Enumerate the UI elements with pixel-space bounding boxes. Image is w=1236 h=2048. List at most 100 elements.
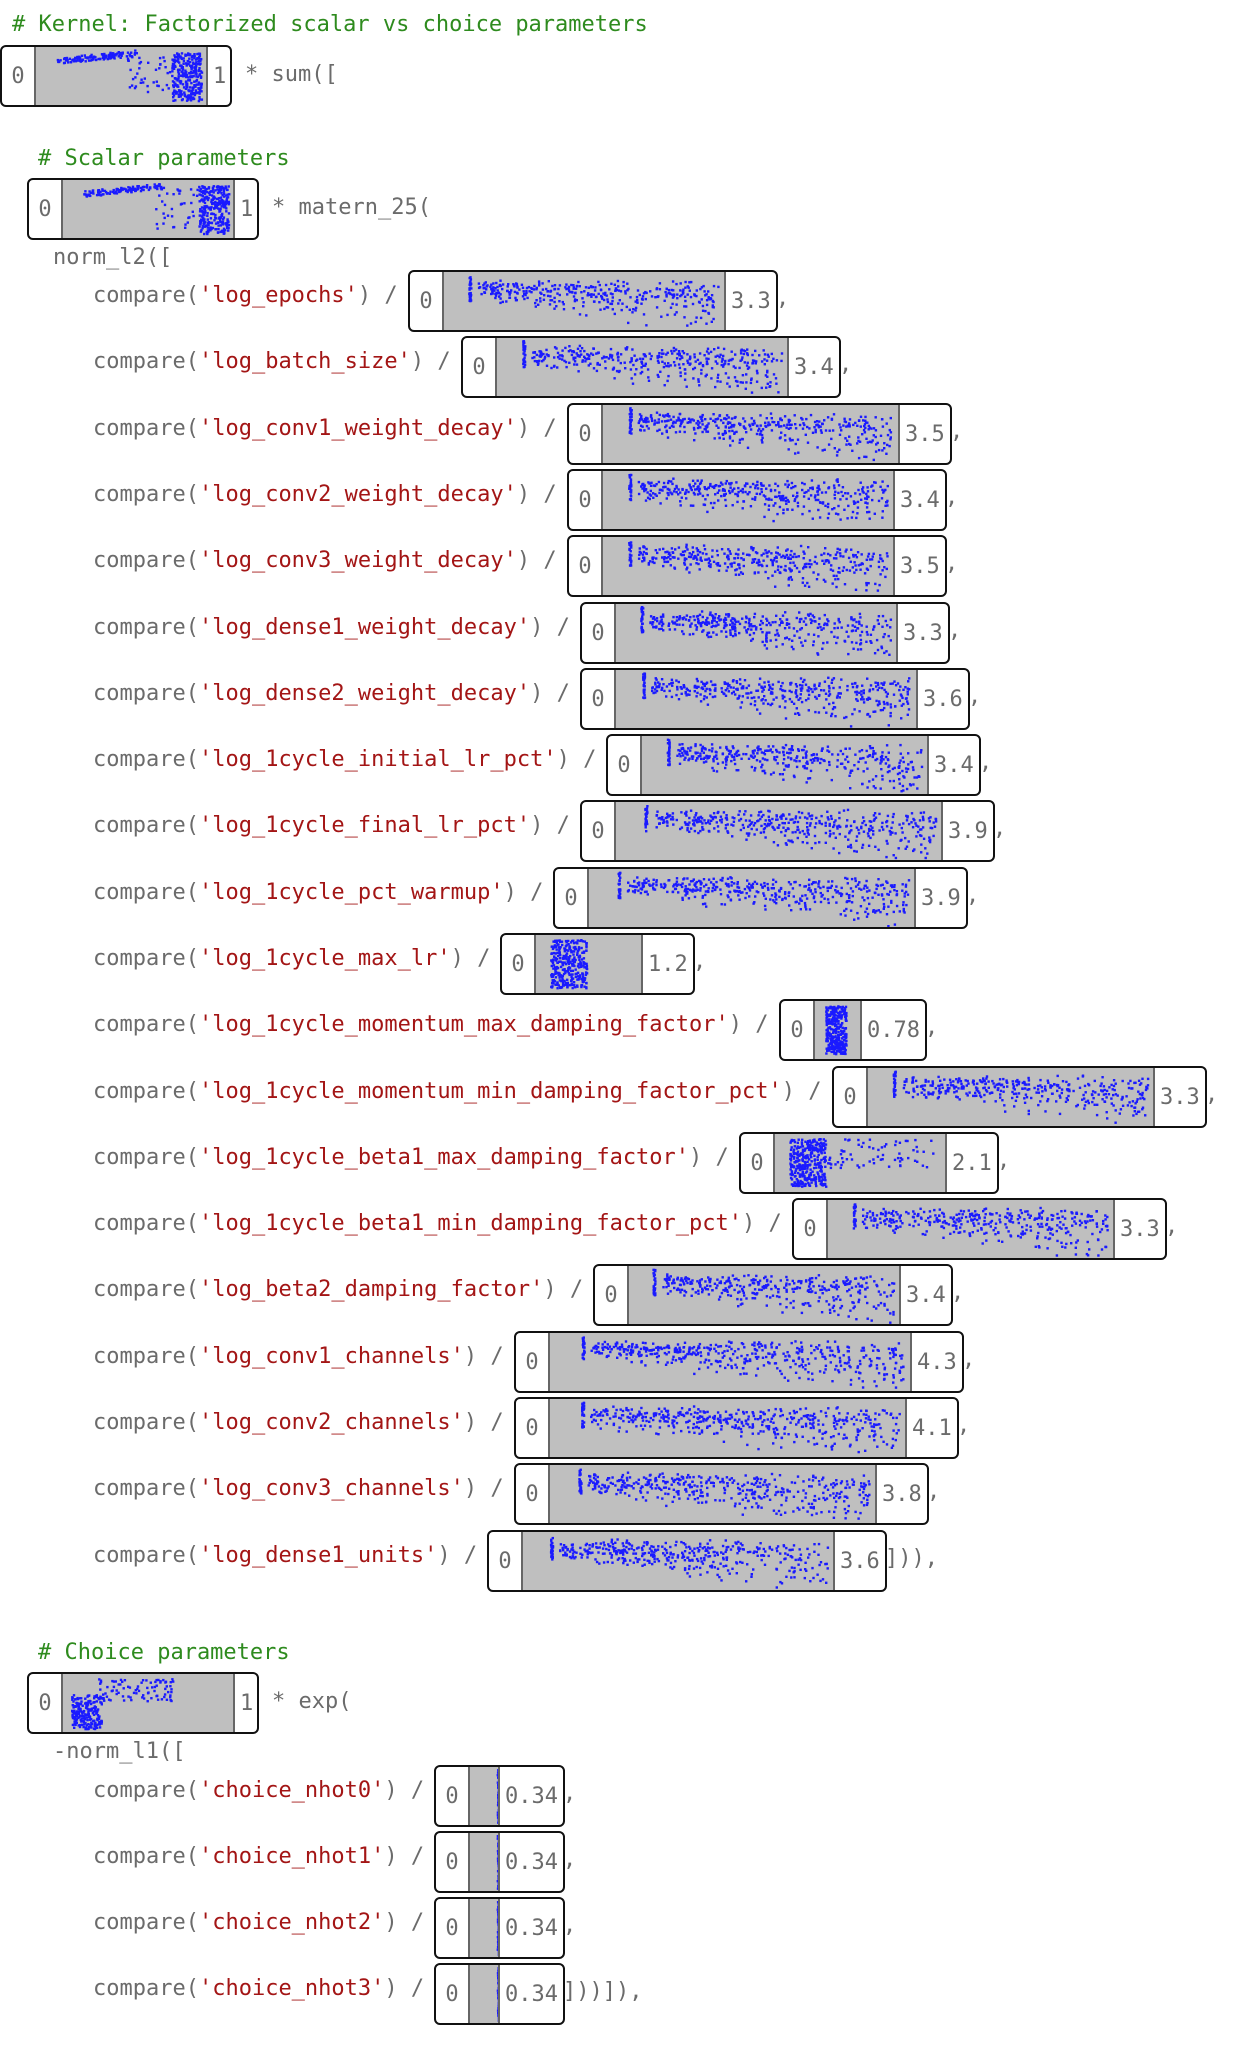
- compare-keyword: compare(: [93, 482, 199, 507]
- divide-operator: ) /: [450, 946, 491, 971]
- scatter-dots: [892, 1070, 1150, 1124]
- scalar-compare-call: compare('log_epochs') /: [93, 281, 398, 311]
- scalar-compare-call: compare('log_dense1_weight_decay') /: [93, 613, 570, 643]
- widget-min: 0: [29, 1674, 63, 1732]
- parameter-weight-widget[interactable]: 0 4.3: [514, 1331, 964, 1393]
- choice-weight-widget[interactable]: 0 1: [27, 1672, 259, 1734]
- parameter-weight-widget[interactable]: 0 3.9: [553, 867, 968, 929]
- parameter-weight-widget[interactable]: 0 3.6: [580, 668, 970, 730]
- weight-scatter-plot: [815, 1001, 860, 1059]
- weight-scatter-plot: [444, 272, 724, 330]
- scatter-dots: [496, 1967, 498, 2022]
- choice-comment: # Choice parameters: [38, 1640, 290, 1665]
- row-terminator: ,: [968, 684, 982, 709]
- row-terminator: ,: [563, 1913, 577, 1938]
- widget-max: 1: [233, 180, 257, 238]
- row-terminator: ,: [957, 1413, 971, 1438]
- widget-min: 0: [29, 180, 63, 238]
- compare-keyword: compare(: [93, 1344, 199, 1369]
- scatter-dots: [628, 473, 889, 523]
- row-terminator: ,: [997, 1148, 1011, 1173]
- widget-max: 3.4: [787, 338, 839, 396]
- compare-keyword: compare(: [93, 1410, 199, 1435]
- parameter-weight-widget[interactable]: 0 3.4: [606, 734, 981, 796]
- compare-keyword: compare(: [93, 1211, 199, 1236]
- scalar-compare-call: compare('log_conv1_weight_decay') /: [93, 414, 557, 444]
- parameter-weight-widget[interactable]: 0 1.2: [500, 933, 695, 995]
- weight-scatter-plot: [868, 1068, 1153, 1126]
- parameter-weight-widget[interactable]: 0 3.4: [567, 469, 947, 531]
- widget-min: 0: [436, 1767, 470, 1825]
- parameter-weight-widget[interactable]: 0 3.3: [792, 1198, 1167, 1260]
- widget-max: 3.5: [893, 537, 945, 595]
- parameter-weight-widget[interactable]: 0 0.34: [434, 1897, 565, 1959]
- parameter-name: 'log_conv3_channels': [198, 1476, 464, 1501]
- parameter-weight-widget[interactable]: 0 3.4: [461, 336, 841, 398]
- row-terminator: ])),: [885, 1546, 938, 1571]
- scalar-compare-call: compare('log_dense1_units') /: [93, 1541, 477, 1571]
- parameter-name: 'choice_nhot0': [198, 1778, 385, 1803]
- parameter-name: 'log_epochs': [198, 283, 358, 308]
- parameter-name: 'log_conv3_weight_decay': [198, 548, 517, 573]
- parameter-weight-widget[interactable]: 0 3.3: [408, 270, 778, 332]
- widget-max: 0.78: [860, 1001, 925, 1059]
- widget-min: 0: [608, 736, 642, 794]
- compare-keyword: compare(: [93, 548, 199, 573]
- scalar-compare-call: compare('log_1cycle_momentum_min_damping…: [93, 1077, 822, 1107]
- scalar-compare-call: compare('log_conv3_channels') /: [93, 1474, 504, 1504]
- parameter-weight-widget[interactable]: 0 3.5: [567, 403, 952, 465]
- parameter-weight-widget[interactable]: 0 0.78: [779, 999, 927, 1061]
- weight-scatter-plot: [36, 47, 206, 105]
- widget-min: 0: [781, 1001, 815, 1059]
- compare-keyword: compare(: [93, 283, 199, 308]
- widget-max: 3.3: [896, 604, 948, 662]
- widget-min: 0: [834, 1068, 868, 1126]
- outer-weight-widget[interactable]: 0 1: [0, 45, 232, 107]
- compare-keyword: compare(: [93, 1277, 199, 1302]
- weight-scatter-plot: [616, 670, 916, 728]
- widget-min: 0: [516, 1465, 550, 1523]
- parameter-weight-widget[interactable]: 0 2.1: [739, 1132, 999, 1194]
- row-terminator: ,: [950, 419, 964, 444]
- compare-keyword: compare(: [93, 813, 199, 838]
- parameter-weight-widget[interactable]: 0 3.3: [832, 1066, 1207, 1128]
- parameter-weight-widget[interactable]: 0 3.5: [567, 535, 947, 597]
- row-terminator: ,: [993, 816, 1007, 841]
- row-terminator: ,: [693, 949, 707, 974]
- matern-call: * matern_25(: [272, 195, 431, 220]
- parameter-weight-widget[interactable]: 0 0.34: [434, 1831, 565, 1893]
- scatter-dots: [628, 541, 889, 592]
- widget-max: 3.8: [875, 1465, 927, 1523]
- parameter-weight-widget[interactable]: 0 3.6: [487, 1530, 887, 1592]
- scatter-dots: [522, 340, 784, 394]
- parameter-weight-widget[interactable]: 0 4.1: [514, 1397, 959, 1459]
- compare-keyword: compare(: [93, 946, 199, 971]
- parameter-weight-widget[interactable]: 0 3.3: [580, 602, 950, 664]
- scatter-dots: [644, 805, 938, 860]
- widget-max: 3.6: [833, 1532, 885, 1590]
- divide-operator: ) /: [781, 1079, 822, 1104]
- widget-max: 1: [233, 1674, 257, 1732]
- scatter-dots: [581, 1336, 905, 1389]
- parameter-name: 'log_conv1_channels': [198, 1344, 464, 1369]
- parameter-weight-widget[interactable]: 0 0.34: [434, 1765, 565, 1827]
- parameter-weight-widget[interactable]: 0 3.4: [593, 1264, 953, 1326]
- widget-max: 3.9: [914, 869, 966, 927]
- compare-keyword: compare(: [93, 416, 199, 441]
- scalar-compare-call: compare('log_beta2_damping_factor') /: [93, 1275, 583, 1305]
- scatter-dots: [581, 1401, 901, 1454]
- parameter-name: 'log_conv2_weight_decay': [198, 482, 517, 507]
- scalar-weight-widget[interactable]: 0 1: [27, 178, 259, 240]
- scatter-dots: [496, 1769, 498, 1824]
- parameter-weight-widget[interactable]: 0 3.9: [580, 800, 995, 862]
- parameter-weight-widget[interactable]: 0 0.34: [434, 1963, 565, 2025]
- widget-min: 0: [741, 1134, 775, 1192]
- divide-operator: ) /: [463, 1476, 504, 1501]
- weight-scatter-plot: [828, 1200, 1113, 1258]
- divide-operator: ) /: [530, 813, 570, 838]
- weight-scatter-plot: [550, 1399, 905, 1457]
- widget-min: 0: [569, 471, 603, 529]
- parameter-name: 'log_conv2_channels': [198, 1410, 464, 1435]
- parameter-weight-widget[interactable]: 0 3.8: [514, 1463, 929, 1525]
- scalar-compare-call: compare('log_1cycle_final_lr_pct') /: [93, 811, 570, 841]
